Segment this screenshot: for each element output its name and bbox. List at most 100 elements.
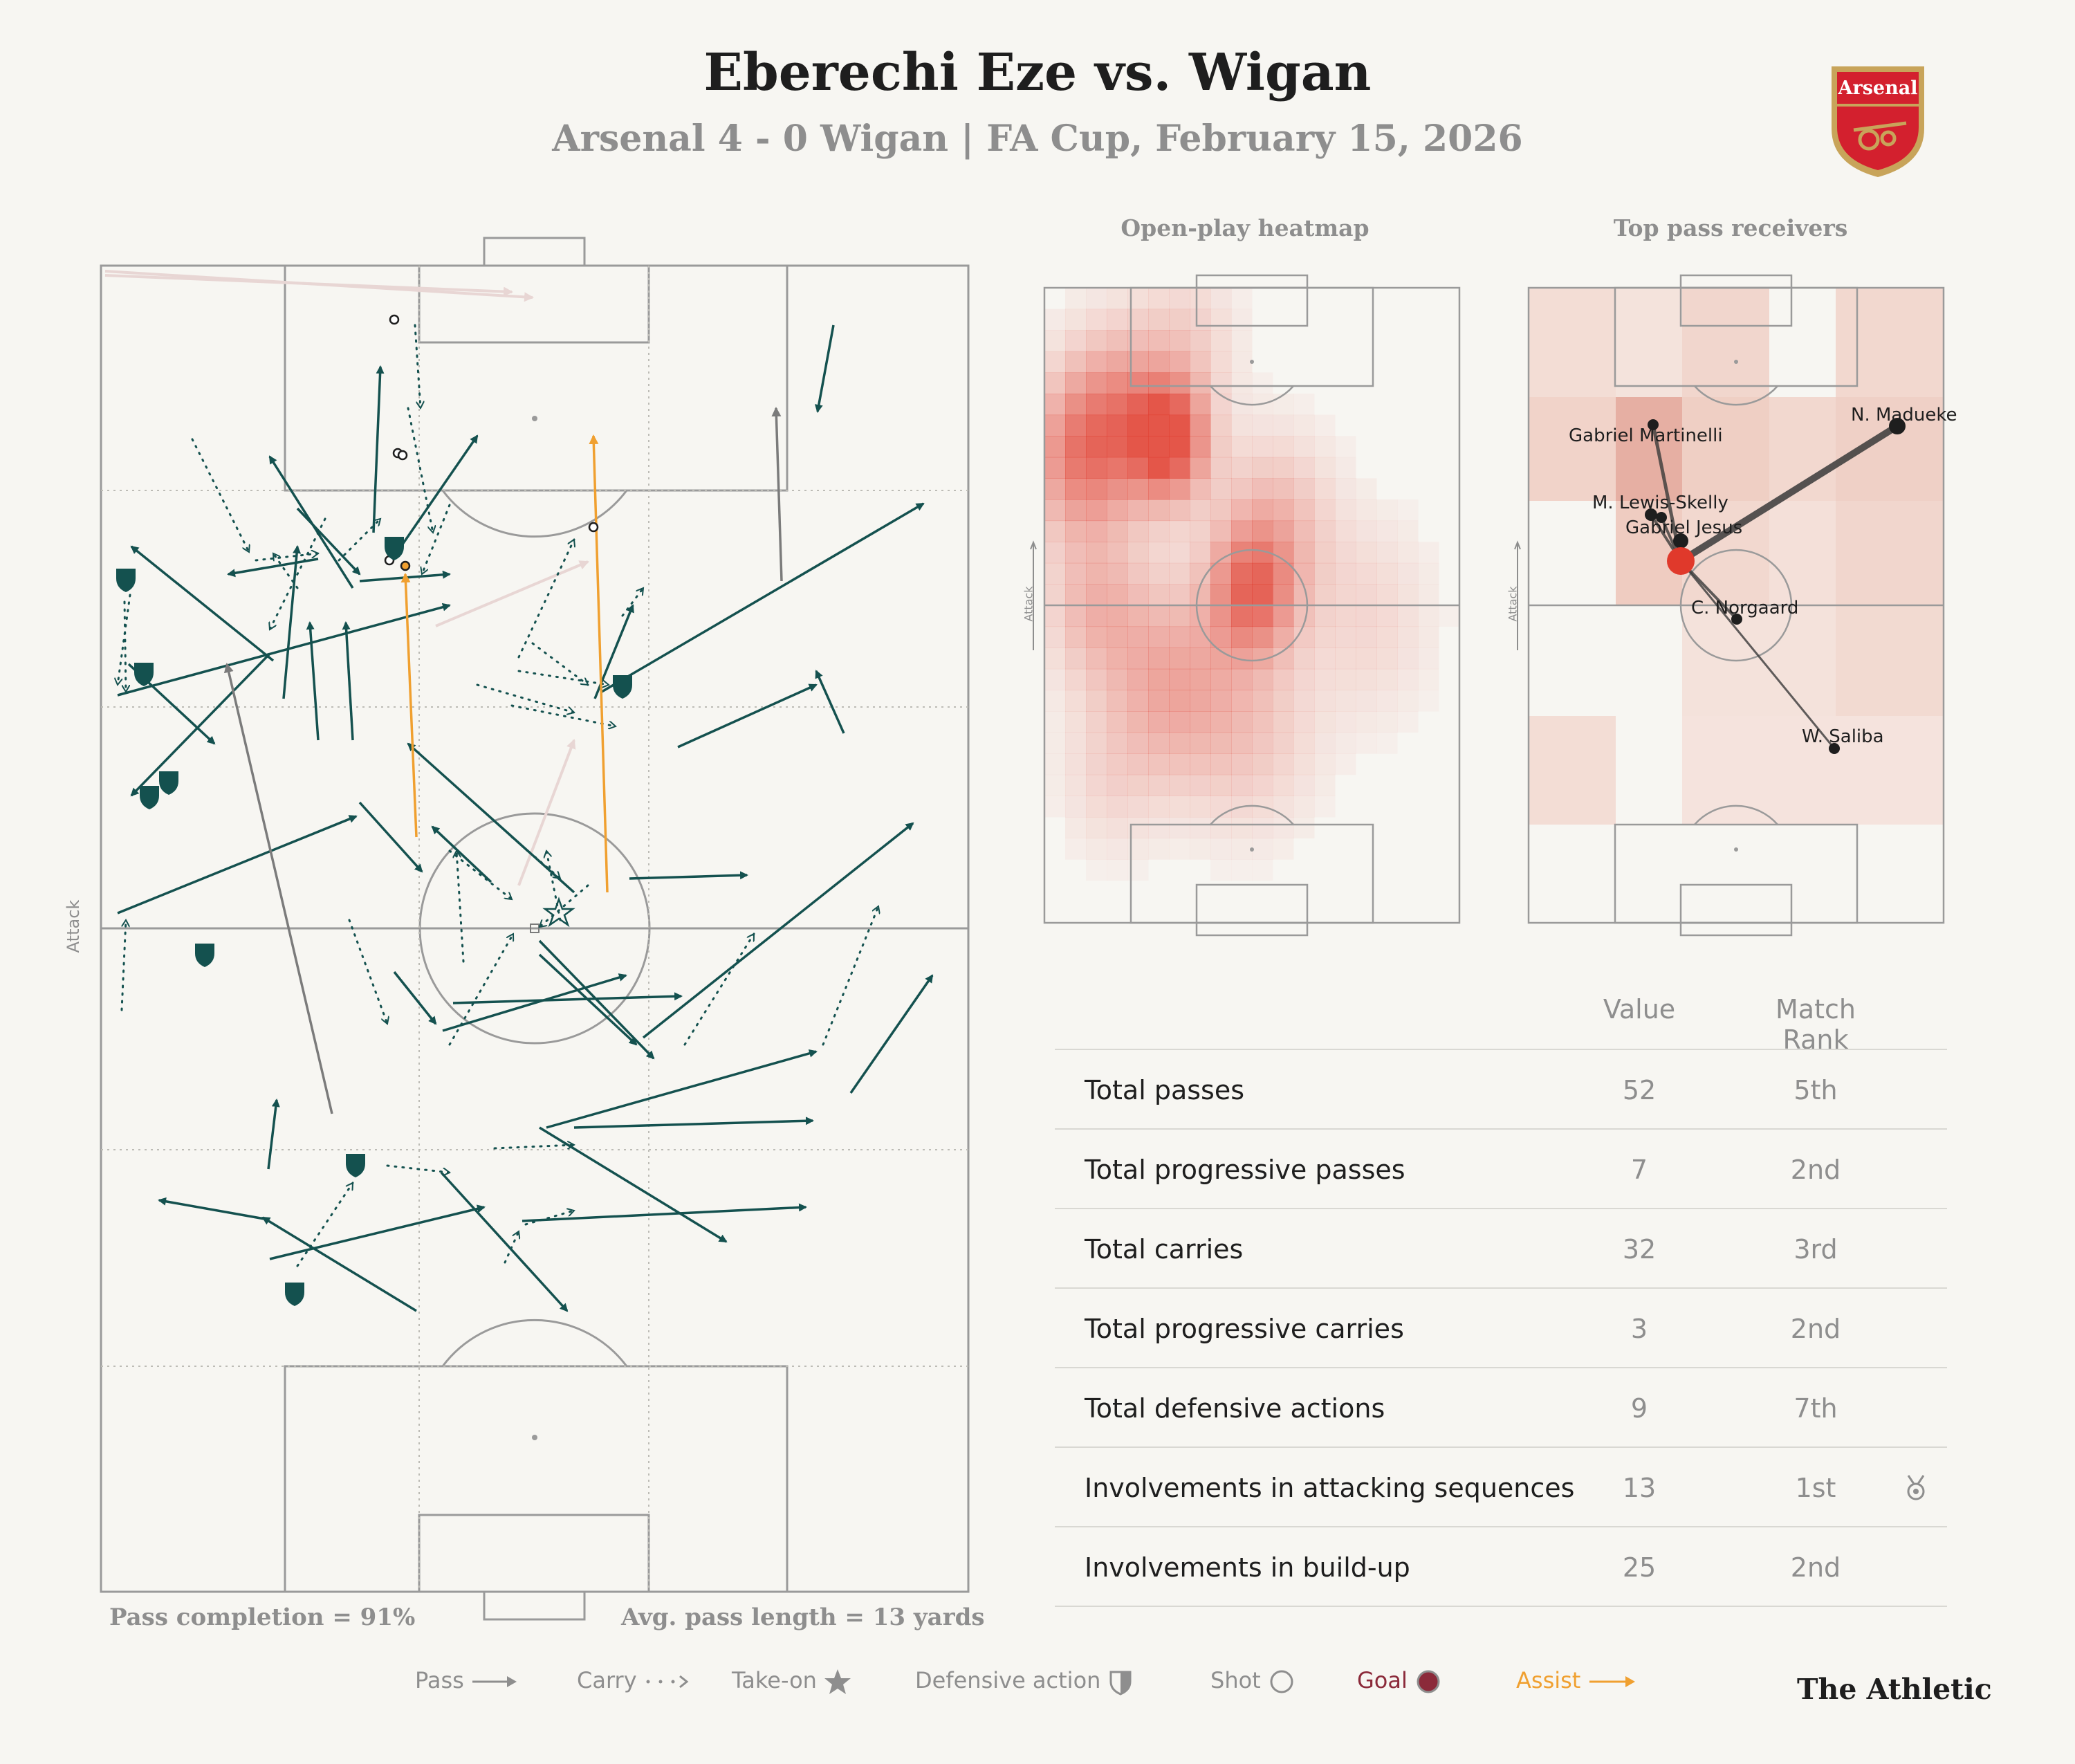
- heatmap-cell: [1169, 436, 1190, 458]
- heatmap-cell: [1065, 796, 1087, 818]
- heatmap-cell: [1293, 690, 1315, 712]
- heatmap-cell: [1044, 605, 1066, 627]
- heatmap-cell: [1107, 520, 1128, 542]
- heatmap-cell: [1044, 774, 1066, 796]
- heatmap-cell: [1190, 330, 1211, 352]
- heatmap-cell: [1086, 796, 1107, 818]
- heatmap-cell: [1293, 647, 1315, 670]
- heatmap-cell: [1065, 288, 1087, 310]
- receiver-label-martinelli: Gabriel Martinelli: [1569, 425, 1723, 446]
- heatmap-cell: [1127, 542, 1149, 564]
- heatmap-cell: [1376, 711, 1398, 733]
- shot-circle-icon: [1270, 1670, 1293, 1693]
- heatmap-cell: [1127, 478, 1149, 500]
- heatmap-cell: [1252, 457, 1273, 479]
- heatmap-cell: [1397, 562, 1419, 585]
- heatmap-cell: [1127, 457, 1149, 479]
- heatmap-cell: [1169, 690, 1190, 712]
- receiver-label-jesus: Gabriel Jesus: [1625, 517, 1743, 538]
- heatmap-cell: [1252, 774, 1273, 796]
- heatmap-cell: [1273, 414, 1294, 437]
- heatmap-cell: [1376, 733, 1398, 754]
- heatmap-cell: [1376, 647, 1398, 670]
- heatmap-cell: [1148, 562, 1170, 585]
- heatmap-cell: [1169, 288, 1190, 310]
- page-title: Eberechi Eze vs. Wigan: [703, 43, 1372, 102]
- heatmap-cell: [1314, 478, 1336, 500]
- heatmap-cell: [1086, 457, 1107, 479]
- star-icon: [824, 1669, 851, 1694]
- heatmap-cell: [1231, 690, 1253, 712]
- heatmap-cell: [1127, 626, 1149, 648]
- heatmap-cell: [1252, 690, 1273, 712]
- heatmap-cell: [1107, 859, 1128, 881]
- legend-pass: Pass: [415, 1667, 519, 1693]
- heatmap-cell: [1169, 499, 1190, 522]
- heatmap-cell: [1044, 309, 1066, 331]
- heatmap-cell: [1210, 838, 1232, 860]
- heatmap-cell: [1169, 753, 1190, 775]
- heatmap-cell: [1086, 562, 1107, 585]
- heatmap-cell: [1231, 457, 1253, 479]
- heatmap-cell: [1314, 584, 1336, 606]
- heatmap-cell: [1169, 668, 1190, 690]
- heatmap-cell: [1086, 626, 1107, 648]
- heatmap-cell: [1065, 690, 1087, 712]
- heatmap-cell: [1231, 520, 1253, 542]
- heatmap-cell: [1190, 711, 1211, 733]
- heatmap-cell: [1044, 562, 1066, 585]
- heatmap-cell: [1252, 372, 1273, 394]
- heatmap-cell: [1086, 520, 1107, 542]
- heatmap-cell: [1252, 626, 1273, 648]
- heatmap-cell: [1107, 774, 1128, 796]
- heatmap-cell: [1397, 584, 1419, 606]
- heatmap-cell: [1065, 562, 1087, 585]
- heatmap-cell: [1127, 562, 1149, 585]
- heatmap-cell: [1169, 351, 1190, 373]
- heatmap-cell: [1169, 838, 1190, 860]
- heatmap-cell: [1314, 562, 1336, 585]
- heatmap-cell: [1293, 457, 1315, 479]
- assist-arrow-icon: [1589, 1676, 1635, 1687]
- heatmap-cell: [1107, 436, 1128, 458]
- heatmap-cell: [1044, 436, 1066, 458]
- stat-label: Total carries: [1085, 1234, 1244, 1265]
- heatmap-cell: [1190, 817, 1211, 839]
- heatmap-cell: [1210, 774, 1232, 796]
- heatmap-cell: [1335, 520, 1356, 542]
- heatmap-cell: [1107, 668, 1128, 690]
- heatmap-pitch: [1030, 274, 1461, 937]
- heatmap-cell: [1231, 309, 1253, 331]
- heatmap-cell: [1252, 605, 1273, 627]
- heatmap-cell: [1044, 414, 1066, 437]
- legend-goal-label: Goal: [1357, 1667, 1408, 1693]
- heatmap-cell: [1356, 584, 1377, 606]
- stat-rank: 3rd: [1793, 1234, 1838, 1265]
- heatmap-cell: [1107, 457, 1128, 479]
- stat-rank: 2nd: [1790, 1314, 1841, 1344]
- heatmap-cell: [1065, 774, 1087, 796]
- grey-passes: [223, 407, 783, 1114]
- heatmap-cell: [1293, 499, 1315, 522]
- heatmap-cell: [1335, 436, 1356, 457]
- carries: [118, 324, 878, 1267]
- heatmap-cell: [1148, 774, 1170, 796]
- heatmap-cell: [1418, 647, 1439, 670]
- heatmap-cell: [1418, 668, 1439, 690]
- heatmap-cell: [1148, 817, 1170, 839]
- heatmap-cell: [1314, 520, 1336, 542]
- legend-carry-label: Carry: [577, 1667, 637, 1693]
- heatmap-cell: [1190, 372, 1211, 394]
- heatmap-cell: [1190, 796, 1211, 818]
- heatmap-cell: [1273, 584, 1294, 606]
- heatmap-cell: [1210, 436, 1232, 458]
- heatmap-cell: [1169, 562, 1190, 585]
- heatmap-cell: [1086, 774, 1107, 796]
- heatmap-cell: [1107, 796, 1128, 818]
- heatmap-cell: [1356, 562, 1377, 585]
- goal-circle-icon: [1417, 1670, 1440, 1693]
- heatmap-cell: [1231, 584, 1253, 606]
- heatmap-cell: [1231, 732, 1253, 754]
- heatmap-cell: [1335, 478, 1356, 500]
- heatmap-cell: [1148, 372, 1170, 394]
